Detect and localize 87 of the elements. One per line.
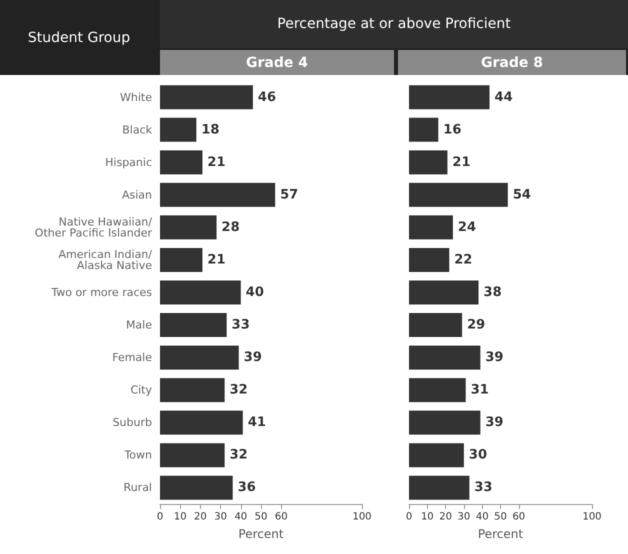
data-label: 21 [207,154,226,170]
bar [160,313,227,338]
bar [160,182,276,207]
bar [409,378,466,402]
y-tick-label: Suburb [112,416,152,430]
x-tick-label: 50 [254,512,268,522]
bar [160,215,217,240]
x-tick-label: 20 [439,512,452,522]
bar [409,118,438,142]
x-tick-label: 40 [476,512,489,522]
bar [160,85,253,110]
bar [160,280,241,304]
x-tick-label: 10 [420,512,434,522]
chart-title: Grade 4 [160,50,394,75]
y-tick-label: Male [126,318,152,332]
x-tick-label: 20 [194,512,207,522]
y-tick-label: Black [122,123,153,136]
data-label: 32 [230,382,248,398]
y-tick-label: Town [123,448,152,462]
bar [409,476,470,500]
data-label: 57 [280,187,298,202]
data-label: 30 [468,448,487,463]
bar [160,443,225,468]
data-label: 29 [467,318,486,333]
bar [409,182,508,207]
bar [409,410,480,435]
bar [160,118,196,142]
bar [160,476,233,500]
data-label: 41 [248,415,266,430]
data-label: 40 [246,285,264,300]
bar [409,443,464,468]
x-tick-label: 40 [234,512,248,522]
x-tick-label: 10 [174,512,187,522]
x-tick-label: 0 [156,512,164,522]
x-tick-label: 50 [494,512,507,522]
y-tick-label: Native Hawaiian/ Other Pacific Islander [34,215,152,240]
data-label: 28 [222,220,240,235]
bar [409,248,450,272]
x-tick-label: 30 [458,512,470,522]
x-tick-label: 60 [512,512,526,522]
bar [160,410,243,435]
bar [409,215,453,240]
data-label: 21 [452,154,471,170]
data-label: 39 [244,350,262,366]
data-label: 46 [258,90,276,105]
y-tick-label: American Indian/ Alaska Native [58,248,152,272]
x-tick-label: 100 [352,512,372,522]
data-label: 16 [443,122,462,138]
data-label: 33 [474,480,492,496]
chart-title: Grade 8 [398,50,626,75]
data-label: 21 [207,252,226,268]
data-label: 18 [201,122,220,138]
bar [160,346,239,370]
text: Percentage at or above Proficient [160,0,628,48]
y-tick-label: Two or more races [50,286,152,299]
y-tick-label: Hispanic [105,156,152,169]
x-tick-label: 30 [214,512,227,522]
data-label: 38 [484,285,502,300]
bar [160,378,225,402]
x-tick-label: 60 [274,512,288,522]
data-label: 22 [454,252,472,268]
bar [409,150,448,174]
bar [409,313,462,338]
x-tick-label: 0 [406,512,412,522]
data-label: 39 [485,415,504,430]
y-tick-label: Rural [124,481,152,494]
data-label: 33 [232,318,250,333]
bar [160,248,202,272]
data-label: 24 [458,220,476,235]
y-tick-label: White [120,90,152,104]
y-axis-title: Student Group [26,28,132,48]
bar [409,85,490,110]
data-label: 54 [512,187,531,202]
data-label: 32 [230,448,248,463]
data-label: 39 [485,350,504,366]
y-tick-label: Female [112,351,152,364]
y-tick-label: City [130,384,152,397]
data-label: 36 [238,480,256,496]
bar [160,150,202,174]
x-axis-title: Percent [478,527,524,541]
data-label: 31 [470,382,489,398]
data-label: 44 [494,90,513,105]
x-axis-title: Percent [238,527,284,541]
y-tick-label: Asian [122,188,152,202]
x-tick-label: 100 [582,512,602,522]
bar [409,280,479,304]
bar [409,346,480,370]
